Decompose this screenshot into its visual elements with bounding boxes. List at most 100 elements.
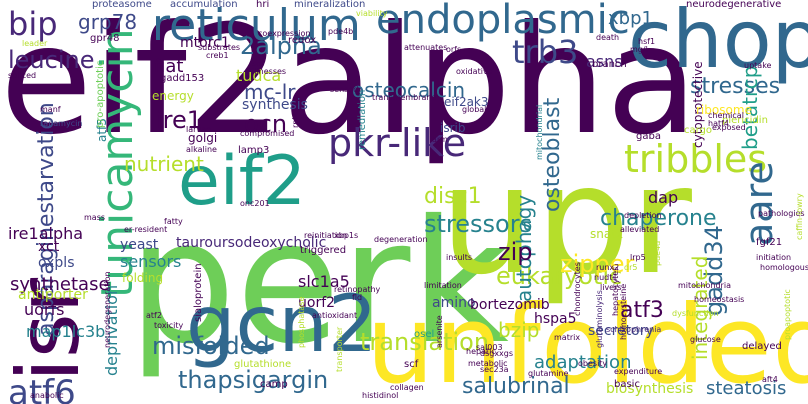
word-xct: xct xyxy=(38,239,60,255)
word-tribbles: tribbles xyxy=(624,137,768,181)
word-yeast: yeast xyxy=(120,237,159,253)
word-dap: dap xyxy=(648,188,679,207)
word-fatty: fatty xyxy=(164,217,183,226)
word-upr: upr xyxy=(440,134,692,308)
word-tauroursodeoxycholic: tauroursodeoxycholic xyxy=(176,235,327,251)
word-sensed: sensed xyxy=(330,85,359,94)
word-scf: scf xyxy=(404,359,419,370)
word-degeneration: degeneration xyxy=(374,235,428,244)
word-zip: zip xyxy=(498,238,533,266)
word-synthesis: synthesis xyxy=(242,97,308,113)
word-global: global xyxy=(462,105,487,114)
word-misfolded: misfolded xyxy=(152,332,270,360)
word-schizophrenia: schizophrenia xyxy=(606,325,662,334)
word-caffeine: caffin-lowry xyxy=(795,193,804,240)
word-illnesses: illnesses xyxy=(252,67,287,76)
word-chop: chop xyxy=(628,0,808,86)
word-amino: amino xyxy=(432,295,476,311)
word-hsf1: hsf1 xyxy=(638,37,656,46)
word-mass: mass xyxy=(84,213,106,222)
word-larvae: larvae xyxy=(186,125,211,134)
word-antiporter: antiporter xyxy=(18,287,88,303)
word-insults: insults xyxy=(446,253,473,262)
word-collagen: collagen xyxy=(390,383,424,392)
word-remediation: remediation xyxy=(357,89,368,150)
word-gaba: gaba xyxy=(636,131,661,142)
word-toxicity: toxicity xyxy=(154,321,184,330)
word-anabolic: anabolic xyxy=(30,391,64,400)
word-atf2: atf2 xyxy=(146,311,162,320)
word-oxpls: oxpls xyxy=(38,255,75,271)
word-isrib: isrib xyxy=(440,121,466,135)
word-compromised: compromised xyxy=(240,129,295,138)
word-transporter: transporter xyxy=(335,326,344,372)
word-piericidin: piericidin xyxy=(722,115,768,126)
word-endoplasmic: endoplasmic xyxy=(376,0,630,43)
word-glutathione: glutathione xyxy=(234,359,292,370)
word-trb3: trb3 xyxy=(512,33,579,71)
word-reinitiation: reinitiation xyxy=(304,231,348,240)
word-osel: osel xyxy=(414,329,435,340)
word-oxidative: oxidative xyxy=(456,67,493,76)
word-snat2: snat2 xyxy=(590,227,624,241)
word-perk: perk xyxy=(128,184,509,382)
word-slc1a5: slc1a5 xyxy=(298,272,350,291)
word-ribosome: ribosome xyxy=(696,103,752,117)
word-pathologies: pathologies xyxy=(758,209,805,218)
word-neurodegenerative: neurodegenerative xyxy=(686,0,782,10)
word-branch: branch xyxy=(592,59,627,70)
word-nutrient: nutrient xyxy=(124,152,204,176)
word-manf: manf xyxy=(40,105,61,114)
word-tudca: tudca xyxy=(236,66,282,85)
word-stresses: stresses xyxy=(690,74,781,99)
word-pde4d: pde4d xyxy=(653,240,662,266)
word-ire1: ire1 xyxy=(156,106,203,134)
word-atf3: atf3 xyxy=(620,298,664,323)
word-livers: livers xyxy=(600,283,622,292)
word-uorfs: uorfs xyxy=(24,300,65,319)
word-grp78: grp78 xyxy=(78,10,138,34)
word-mc-lr: mc-lr xyxy=(244,80,296,104)
word-neurodegeneration: neurodegeneration xyxy=(103,271,112,348)
word-substrates: substrates xyxy=(198,43,241,52)
word-delayed: delayed xyxy=(742,341,782,352)
word-chaperone: chaperone xyxy=(600,206,717,231)
word-pro-apoptotic: pro-apoptotic xyxy=(95,60,106,128)
word-unfolded: unfolded xyxy=(366,283,808,404)
word-spliced: spliced xyxy=(8,71,37,80)
word-steatosis: steatosis xyxy=(706,378,787,399)
word-osteocalcin: osteocalcin xyxy=(352,78,466,102)
word-ire1alpha: ire1alpha xyxy=(8,224,84,243)
word-rapamycin: rapamycin xyxy=(40,119,83,128)
word-sec23a: sec23a xyxy=(480,365,509,374)
word-hepatic: hepatic xyxy=(466,347,496,356)
word-mineralization: mineralization xyxy=(294,0,366,10)
word-dr5: dr5 xyxy=(624,263,638,272)
word-alkaline: alkaline xyxy=(186,145,217,154)
word-homeostasis: homeostasis xyxy=(694,295,745,304)
word-lamp3: lamp3 xyxy=(238,145,270,156)
word-bzip: bzip xyxy=(498,318,540,342)
word-xbp1s: xbp1s xyxy=(334,231,359,240)
word-arm: arm xyxy=(432,135,448,144)
word-asns: asns xyxy=(586,52,623,71)
word-std: std xyxy=(252,59,265,68)
word-proteasome: proteasome xyxy=(92,0,152,10)
word-onc201: onc201 xyxy=(240,199,270,208)
word-sal003: sal003 xyxy=(476,343,503,352)
word-death: death xyxy=(596,33,620,42)
word-expenditure: expenditure xyxy=(614,367,663,376)
word-pkr-like: pkr-like xyxy=(328,121,467,165)
word-eif2ak3: eif2ak3 xyxy=(444,95,489,109)
word-leucine: leucine xyxy=(8,46,95,74)
word-eukaryotic: eukaryotic xyxy=(496,262,623,290)
word-mitochondria: mitochondria xyxy=(678,281,731,290)
word-glutaminolysis: glutaminolysis xyxy=(595,290,604,348)
word-gcn2: gcn2 xyxy=(186,280,378,370)
word-synthetase: synthetase xyxy=(10,274,110,295)
word-chondrocytes: chondrocytes xyxy=(573,262,582,316)
word-arsenite: arsenite xyxy=(435,315,444,348)
word-map1lc3b: map1lc3b xyxy=(26,322,106,341)
word-bip: bip xyxy=(8,5,58,43)
word-leader: leader xyxy=(22,39,48,48)
